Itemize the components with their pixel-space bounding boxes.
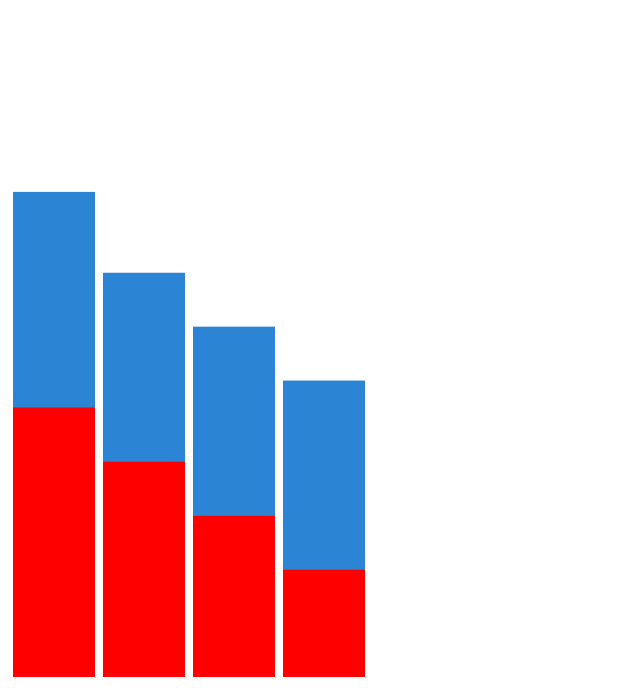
bar-segment-blue-1: [13, 191, 95, 408]
bar-segment-blue-3: [193, 326, 275, 516]
bar-segment-red-2: [103, 461, 185, 677]
bar-segment-red-3: [193, 515, 275, 677]
bar-segment-red-1: [13, 407, 95, 677]
bar-segment-blue-4: [283, 380, 365, 570]
bar-segment-blue-2: [103, 272, 185, 462]
bar-segment-red-4: [283, 569, 365, 677]
